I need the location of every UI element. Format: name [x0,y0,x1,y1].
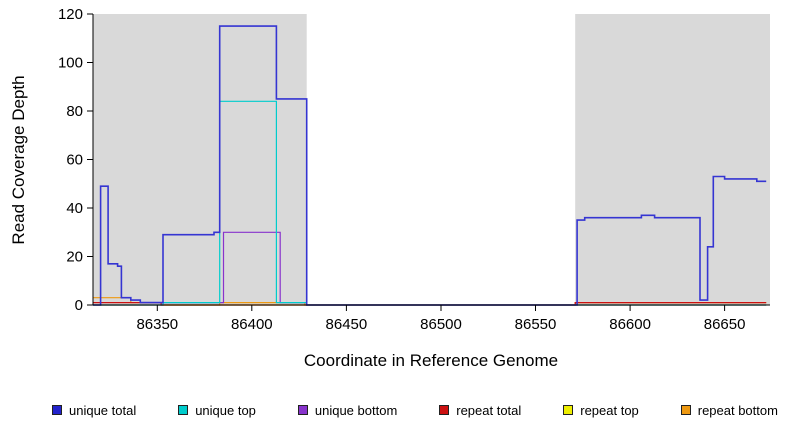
y-tick-label: 100 [58,55,83,72]
x-tick-label: 86550 [515,316,557,333]
x-tick-label: 86400 [231,316,273,333]
repeat-top-swatch-icon [563,405,574,415]
y-tick-label: 80 [66,103,83,120]
legend-item-unique-bottom: unique bottom [297,402,398,418]
legend-item-unique-top: unique top [178,403,256,418]
y-axis-title: Read Coverage Depth [9,75,28,244]
y-tick-label: 0 [75,297,83,314]
x-tick-label: 86600 [609,316,651,333]
legend: unique total unique top unique bottom re… [0,383,792,432]
repeat-region-shading [575,14,770,305]
repeat-region-shading [93,14,307,305]
repeat-bottom-swatch-icon [680,405,691,415]
legend-item-repeat-bottom: repeat bottom [680,402,778,418]
x-tick-label: 86650 [704,316,746,333]
unique-total-swatch-icon [52,405,62,415]
legend-label: repeat top [580,402,639,418]
x-tick-label: 86500 [420,316,462,333]
unique-top-swatch-icon [178,405,189,415]
plot-canvas: 86350 86400 86450 86500 86550 86600 86650 0 20 40… [9,6,770,370]
legend-label: repeat total [456,402,522,418]
x-tick-label: 86350 [136,316,178,333]
axes-layer: 86350 86400 86450 86500 86550 86600 86650 0 20 40… [58,6,770,333]
series-line-unique-total [93,25,767,306]
x-axis-title: Coordinate in Reference Genome [304,351,558,370]
unique-bottom-swatch-icon [297,405,308,415]
y-tick-label: 40 [66,200,83,217]
legend-item-unique-total: unique total [52,403,136,418]
y-tick-label: 60 [66,152,83,169]
legend-item-repeat-total: repeat total [439,403,521,418]
legend-item-repeat-top: repeat top [563,403,639,418]
legend-label: unique total [69,402,137,418]
legend-label: unique bottom [314,402,398,418]
x-tick-label: 86450 [326,316,368,333]
repeat-region-shade-layer [93,14,770,305]
legend-label: unique top [195,402,256,418]
y-tick-label: 120 [58,6,83,23]
repeat-total-swatch-icon [439,405,450,415]
y-tick-label: 20 [66,249,83,266]
legend-label: repeat bottom [697,402,778,418]
